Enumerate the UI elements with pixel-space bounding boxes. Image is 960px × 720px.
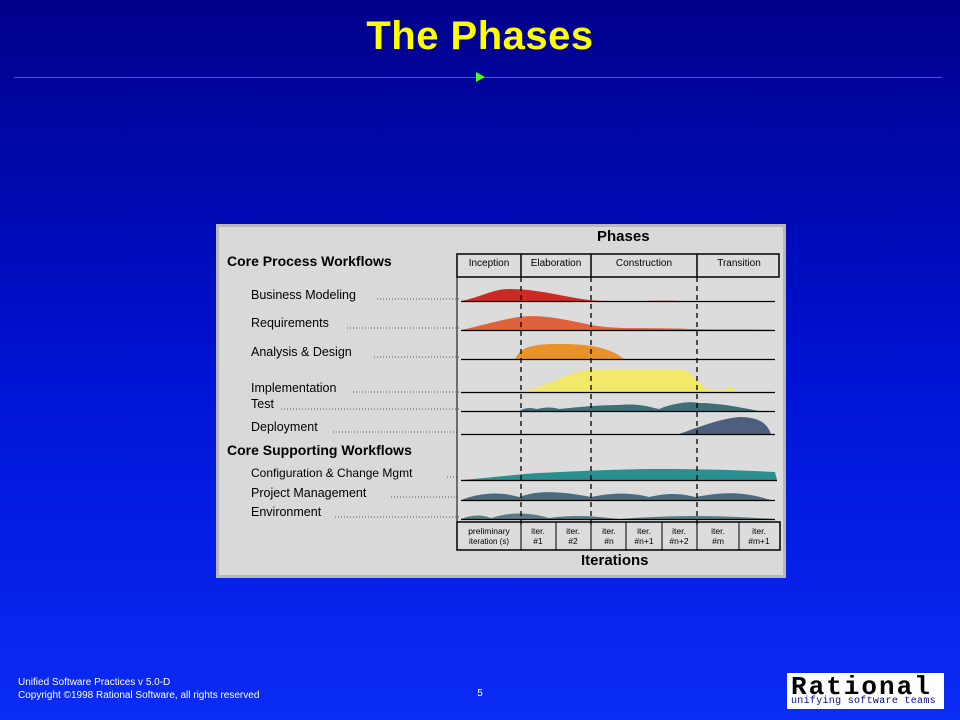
arrow-bullet-icon (476, 72, 485, 82)
footer-course-title: Unified Software Practices v 5.0-D (18, 677, 171, 688)
iteration-label-line2: #1 (533, 536, 543, 546)
iteration-label-line1: iter. (752, 526, 766, 536)
workflow-project-management: Project Management (251, 486, 367, 500)
slide-title: The Phases (366, 14, 594, 58)
iteration-dividers (520, 522, 740, 550)
iteration-label-line2: #n+1 (634, 536, 653, 546)
phase-inception: Inception (469, 258, 510, 269)
curve-project-management (461, 492, 771, 500)
workflow-config-change: Configuration & Change Mgmt (251, 466, 413, 480)
curve-business-modeling (461, 289, 775, 302)
phase-boundaries (520, 277, 698, 527)
iteration-label-line1: iter. (602, 526, 616, 536)
workflow-business-modeling: Business Modeling (251, 288, 356, 302)
phase-construction: Construction (616, 258, 672, 269)
iterations-footer: Iterations (581, 552, 649, 569)
phase-transition: Transition (717, 258, 761, 269)
footer-copyright: Unified Software Practices v 5.0-D Copyr… (18, 676, 259, 702)
footer-copyright-text: Copyright ©1998 Rational Software, all r… (18, 690, 260, 701)
iteration-labels: preliminary iteration (s) iter. #1 iter.… (468, 526, 770, 546)
logo-tagline: unifying software teams (791, 696, 936, 707)
rational-logo: Rational unifying software teams (787, 672, 944, 709)
leader-lines (281, 298, 459, 518)
curve-implementation (519, 369, 735, 392)
workflow-environment: Environment (251, 505, 322, 519)
iteration-label-line1: iter. (566, 526, 580, 536)
iteration-label-line1: iter. (711, 526, 725, 536)
workflow-test: Test (251, 397, 274, 411)
curve-deployment (679, 417, 771, 434)
iteration-label-line2: #n+2 (669, 536, 688, 546)
curve-analysis-design (515, 344, 624, 359)
page-number: 5 (477, 688, 483, 699)
iteration-label-line2: #2 (568, 536, 578, 546)
iteration-label-line2: iteration (s) (469, 537, 509, 546)
phases-header: Phases (597, 228, 650, 245)
workflow-curves (461, 289, 777, 521)
workflow-requirements: Requirements (251, 316, 329, 330)
curve-environment (461, 513, 775, 519)
workflow-implementation: Implementation (251, 381, 337, 395)
iteration-label-line2: #n (604, 536, 614, 546)
curve-requirements (461, 316, 775, 330)
phases-diagram: Phases Iterations Inception Elaboration … (216, 224, 786, 578)
phase-elaboration: Elaboration (531, 258, 582, 269)
workflow-analysis-design: Analysis & Design (251, 345, 352, 359)
phases-diagram-svg: Phases Iterations Inception Elaboration … (227, 228, 783, 569)
iteration-label-line1: preliminary (468, 526, 510, 536)
curve-config-change (461, 469, 777, 480)
core-supporting-heading: Core Supporting Workflows (227, 442, 412, 458)
workflow-deployment: Deployment (251, 420, 318, 434)
iteration-row-box (456, 521, 781, 551)
curve-test (519, 402, 759, 411)
core-process-heading: Core Process Workflows (227, 253, 392, 269)
iteration-label-line2: #m (712, 536, 724, 546)
logo-wordmark: Rational (791, 672, 932, 702)
iteration-label-line1: iter. (672, 526, 686, 536)
iteration-label-line2: #m+1 (748, 536, 770, 546)
iteration-label-line1: iter. (637, 526, 651, 536)
iteration-label-line1: iter. (531, 526, 545, 536)
